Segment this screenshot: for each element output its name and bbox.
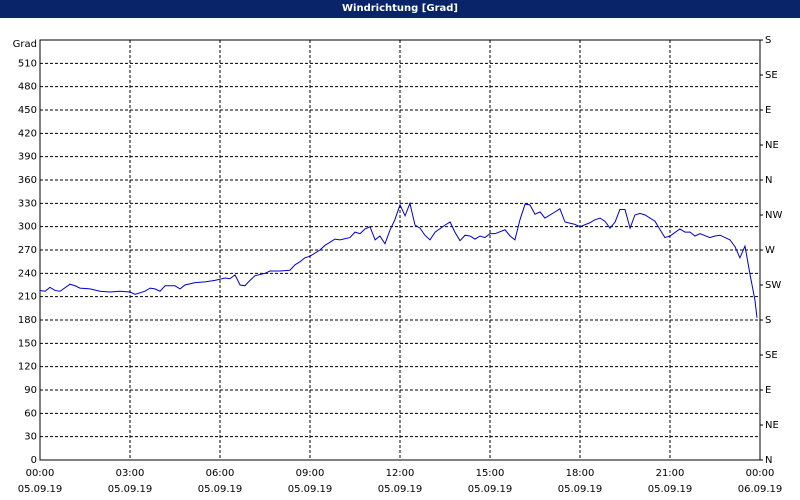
y2-tick-label: N xyxy=(765,175,772,186)
x-tick-label: 18:00 05.09.19 xyxy=(557,468,603,495)
x-tick-label: 15:00 05.09.19 xyxy=(467,468,513,495)
y2-tick-label: E xyxy=(765,105,771,116)
x-tick-label: 06:00 05.09.19 xyxy=(197,468,243,495)
y-tick-label: 510 xyxy=(18,58,37,69)
y2-tick-label: SW xyxy=(765,280,781,291)
y-tick-label: 180 xyxy=(18,315,37,326)
y-tick-label: 360 xyxy=(18,175,37,186)
chart-title: Windrichtung [Grad] xyxy=(0,0,800,18)
x-tick-label: 00:00 05.09.19 xyxy=(17,468,63,495)
y-tick-label: 420 xyxy=(18,128,37,139)
x-tick-label: 21:00 05.09.19 xyxy=(647,468,693,495)
y-tick-label: 390 xyxy=(18,152,37,163)
y-tick-label: 450 xyxy=(18,105,37,116)
y-tick-label: 210 xyxy=(18,292,37,303)
y2-tick-label: N xyxy=(765,455,772,466)
y-tick-label: 150 xyxy=(18,338,37,349)
y-tick-label: 480 xyxy=(18,82,37,93)
y-axis-label: Grad xyxy=(13,39,37,50)
y2-tick-label: S xyxy=(765,35,771,46)
plot-border xyxy=(39,39,761,461)
y-tick-label: 120 xyxy=(18,362,37,373)
x-tick-label: 03:00 05.09.19 xyxy=(107,468,153,495)
y2-tick-label: W xyxy=(765,245,775,256)
y2-tick-label: SE xyxy=(765,350,778,361)
y2-tick-label: NW xyxy=(765,210,782,221)
y-tick-label: 0 xyxy=(31,455,37,466)
data-line xyxy=(39,201,758,318)
y2-tick-label: NE xyxy=(765,140,779,151)
y-tick-label: 270 xyxy=(18,245,37,256)
y2-tick-label: SE xyxy=(765,70,778,81)
y2-tick-label: E xyxy=(765,385,771,396)
y2-tick-label: NE xyxy=(765,420,779,431)
y-tick-label: 60 xyxy=(24,408,37,419)
y-tick-label: 330 xyxy=(18,198,37,209)
x-tick-label: 00:00 06.09.19 xyxy=(737,468,783,495)
y-tick-label: 300 xyxy=(18,222,37,233)
y-tick-label: 30 xyxy=(24,432,37,443)
x-tick-label: 12:00 05.09.19 xyxy=(377,468,423,495)
x-tick-label: 09:00 05.09.19 xyxy=(287,468,333,495)
y-tick-label: 90 xyxy=(24,385,37,396)
y2-tick-label: S xyxy=(765,315,771,326)
y-tick-label: 240 xyxy=(18,268,37,279)
